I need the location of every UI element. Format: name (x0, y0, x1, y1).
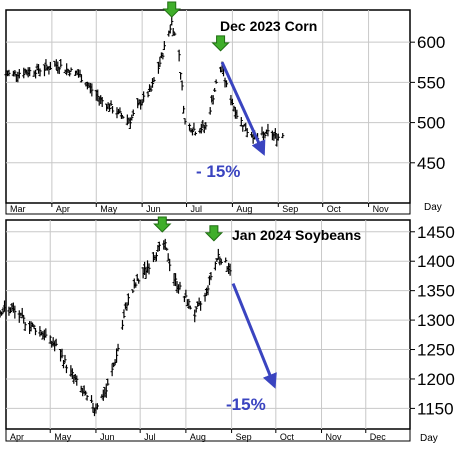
soybeans-x-tick-label: Nov (326, 432, 343, 442)
corn-x-tick-label: Nov (373, 204, 390, 214)
soybeans-peak-marker-icon (204, 225, 224, 242)
corn-chart-title: Dec 2023 Corn (220, 18, 317, 34)
soybeans-x-tick-label: Sep (236, 432, 252, 442)
corn-x-tick-label: Apr (56, 204, 70, 214)
corn-y-tick-label: 550 (417, 73, 445, 92)
corn-x-tick-label: Oct (327, 204, 342, 214)
corn-peak-marker-icon (162, 1, 181, 18)
corn-y-tick-label: 450 (417, 154, 445, 173)
corn-x-tick-label: Sep (282, 204, 298, 214)
soybeans-annotation-label: -15% (226, 395, 266, 414)
soybeans-y-tick-label: 1450 (417, 223, 455, 242)
soybeans-y-tick-label: 1250 (417, 341, 455, 360)
soybeans-decline-arrow (231, 283, 277, 389)
soybeans-x-tick-label: May (54, 432, 72, 442)
soybeans-x-tick-label: Oct (280, 432, 295, 442)
soybeans-y-tick-label: 1150 (417, 399, 454, 418)
soybeans-x-tick-label: Dec (370, 432, 387, 442)
soybeans-y-tick-label: 1200 (417, 370, 455, 389)
corn-x-axis-label: Day (424, 202, 442, 213)
soybeans-y-tick-label: 1350 (417, 282, 455, 301)
corn-annotation-label: - 15% (196, 162, 240, 181)
soybeans-chart-panel: 1150 1200 1250 1300 1350 1400 1450 Apr May Jun Ju… (0, 216, 455, 444)
corn-y-tick-label: 600 (417, 33, 445, 52)
corn-x-tick-label: Aug (236, 204, 252, 214)
soybeans-plot-frame (5, 219, 411, 430)
corn-peak-marker-icon (211, 35, 230, 52)
soybeans-x-tick-label: Aug (190, 432, 206, 442)
soybeans-axis-frame (5, 428, 411, 442)
corn-y-tick-label: 500 (417, 114, 445, 133)
soybeans-x-tick-label: Jul (144, 432, 156, 442)
corn-axis-frame (5, 202, 411, 215)
soybeans-x-tick-label: Jun (100, 432, 115, 442)
soybeans-x-tick-label: Apr (10, 432, 24, 442)
soybeans-y-tick-label: 1300 (417, 311, 455, 330)
corn-decline-arrow (220, 61, 266, 156)
corn-x-tick-label: May (100, 204, 118, 214)
corn-x-tick-label: Jul (191, 204, 203, 214)
corn-chart-panel: 450 500 550 600 Mar Apr May Jun Jul Aug Sep Oct Nov… (4, 1, 445, 215)
soybeans-peak-marker-icon (153, 216, 172, 233)
soybeans-y-tick-label: 1400 (417, 252, 455, 271)
soybeans-x-axis-label: Day (420, 433, 438, 444)
corn-x-tick-label: Jun (146, 204, 161, 214)
soybeans-chart-title: Jan 2024 Soybeans (232, 227, 361, 243)
corn-x-tick-label: Mar (10, 204, 26, 214)
